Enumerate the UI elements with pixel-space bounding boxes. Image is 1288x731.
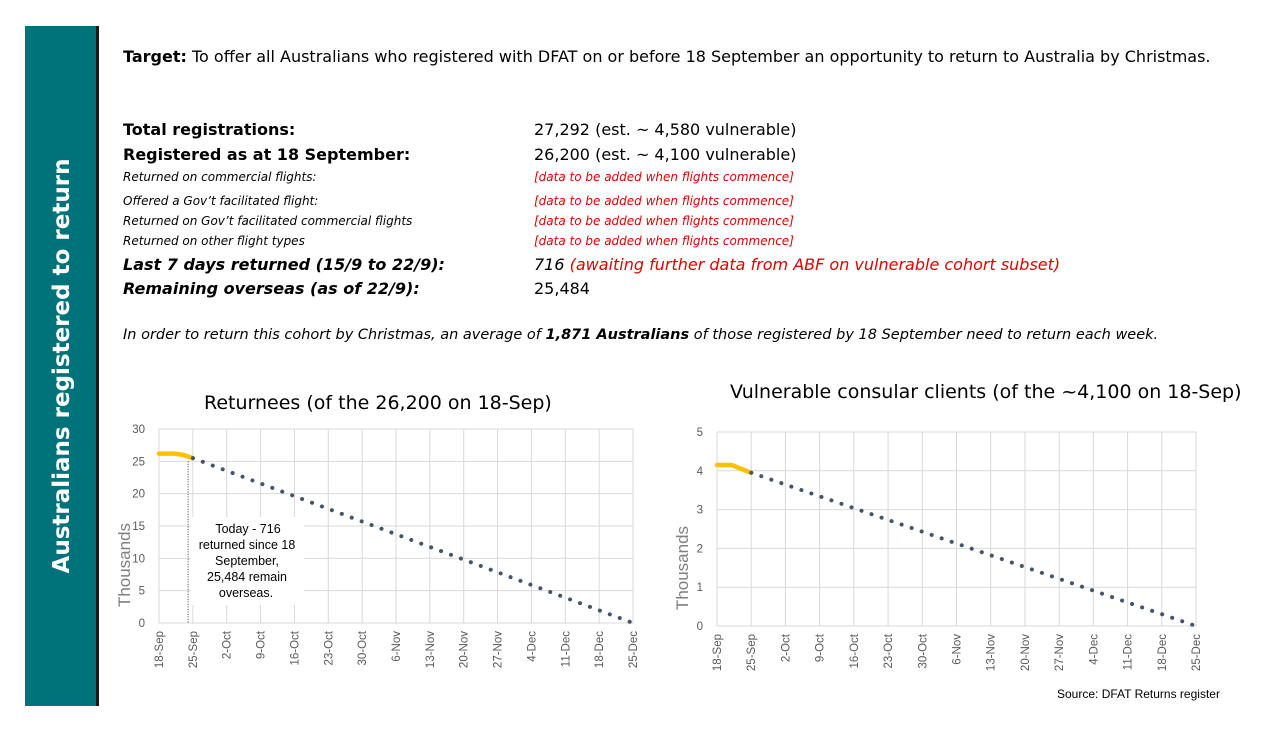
y-tick-label: 15 (132, 521, 145, 533)
x-tick-label: 20-Nov (459, 631, 471, 668)
stat-label-total: Total registrations: (123, 120, 296, 139)
y-tick-label: 25 (132, 456, 145, 468)
x-tick-label: 25-Sep (188, 631, 200, 668)
x-tick-label: 2-Oct (222, 630, 234, 659)
weekly-target-note: In order to return this cohort by Christ… (123, 327, 1158, 343)
stat-value-govt: [data to be added when flights commence] (534, 214, 794, 228)
x-tick-label: 27-Nov (493, 631, 505, 668)
x-tick-label: 18-Sep (154, 631, 166, 668)
note-prefix: In order to return this cohort by Christ… (123, 327, 546, 343)
x-tick-label: 11-Dec (560, 631, 572, 667)
y-tick-label: 20 (132, 489, 145, 501)
x-tick-label: 11-Dec (1123, 634, 1135, 670)
source-note: Source: DFAT Returns register (1057, 687, 1220, 701)
stat-label-remaining: Remaining overseas (as of 22/9): (123, 279, 420, 298)
y-tick-label: 30 (132, 424, 145, 436)
y-tick-label: 5 (139, 586, 145, 598)
stat-label-last7: Last 7 days returned (15/9 to 22/9): (123, 255, 445, 274)
stat-label-commercial: Returned on commercial flights: (123, 170, 317, 184)
sidebar-banner: Australians registered to return (25, 26, 99, 706)
x-tick-label: 6-Nov (391, 631, 403, 662)
series-projected-line (749, 470, 1198, 628)
x-tick-label: 23-Oct (883, 633, 895, 668)
y-tick-label: 0 (139, 618, 145, 630)
x-tick-label: 30-Oct (917, 633, 929, 668)
x-tick-label: 25-Dec (628, 631, 640, 668)
annotation-text: returned since 18 (199, 538, 296, 552)
x-tick-label: 6-Nov (952, 634, 964, 665)
annotation-text: overseas. (219, 586, 273, 600)
chart-title-vulnerable: Vulnerable consular clients (of the ~4,1… (730, 381, 1242, 403)
y-axis-label: Thousands (673, 526, 692, 610)
annotation-box (191, 517, 304, 605)
chart-title-returnees: Returnees (of the 26,200 on 18-Sep) (204, 392, 552, 414)
annotation-text: Today - 716 (215, 522, 280, 536)
target-label: Target: (123, 47, 187, 66)
stat-label-offered: Offered a Gov’t facilitated flight: (123, 194, 319, 208)
y-tick-label: 0 (697, 621, 703, 633)
stat-label-govt: Returned on Gov’t facilitated commercial… (123, 214, 413, 228)
target-text: To offer all Australians who registered … (186, 47, 1211, 66)
x-tick-label: 18-Dec (594, 631, 606, 668)
y-axis-label: Thousands (115, 523, 134, 607)
series-projected-line (190, 456, 635, 625)
series-actual-line (156, 451, 196, 461)
series-actual-line (714, 462, 754, 475)
stat-value-last7: 716 (awaiting further data from ABF on v… (534, 255, 1060, 274)
stat-value-last7-number: 716 (534, 255, 565, 274)
x-tick-label: 25-Sep (746, 634, 758, 671)
stat-value-commercial: [data to be added when flights commence] (534, 170, 794, 184)
x-tick-label: 16-Oct (849, 633, 861, 668)
x-tick-label: 18-Sep (712, 634, 724, 671)
target-statement: Target: To offer all Australians who reg… (123, 45, 1223, 69)
stat-value-total: 27,292 (est. ~ 4,580 vulnerable) (534, 120, 797, 139)
y-tick-label: 1 (697, 582, 703, 594)
x-tick-label: 9-Oct (256, 630, 268, 659)
y-tick-label: 2 (697, 543, 703, 555)
x-tick-label: 30-Oct (357, 630, 369, 665)
x-tick-label: 9-Oct (815, 633, 827, 662)
x-tick-label: 13-Nov (986, 634, 998, 671)
x-tick-label: 16-Oct (289, 630, 301, 665)
x-tick-label: 25-Dec (1191, 634, 1203, 671)
x-tick-label: 23-Oct (323, 630, 335, 665)
x-tick-label: 18-Dec (1157, 634, 1169, 671)
stat-value-offered: [data to be added when flights commence] (534, 194, 794, 208)
stat-value-registered: 26,200 (est. ~ 4,100 vulnerable) (534, 145, 797, 164)
y-tick-label: 5 (697, 427, 703, 439)
x-tick-label: 13-Nov (425, 631, 437, 668)
y-tick-label: 10 (132, 553, 145, 565)
x-tick-label: 4-Dec (526, 631, 538, 662)
x-tick-label: 4-Dec (1088, 634, 1100, 665)
stat-value-other: [data to be added when flights commence] (534, 234, 794, 248)
annotation-text: September, (215, 554, 279, 568)
x-tick-label: 20-Nov (1020, 634, 1032, 671)
x-tick-label: 27-Nov (1054, 634, 1066, 671)
y-tick-label: 4 (697, 466, 704, 478)
stat-value-last7-note: (awaiting further data from ABF on vulne… (564, 255, 1061, 274)
note-suffix: of those registered by 18 September need… (689, 327, 1159, 343)
stat-label-other: Returned on other flight types (123, 234, 305, 248)
stat-label-registered: Registered as at 18 September: (123, 145, 411, 164)
note-bold: 1,871 Australians (545, 327, 690, 343)
annotation-text: 25,484 remain (207, 570, 287, 584)
y-tick-label: 3 (697, 505, 703, 517)
x-tick-label: 2-Oct (780, 633, 792, 662)
stat-value-remaining: 25,484 (534, 279, 590, 298)
